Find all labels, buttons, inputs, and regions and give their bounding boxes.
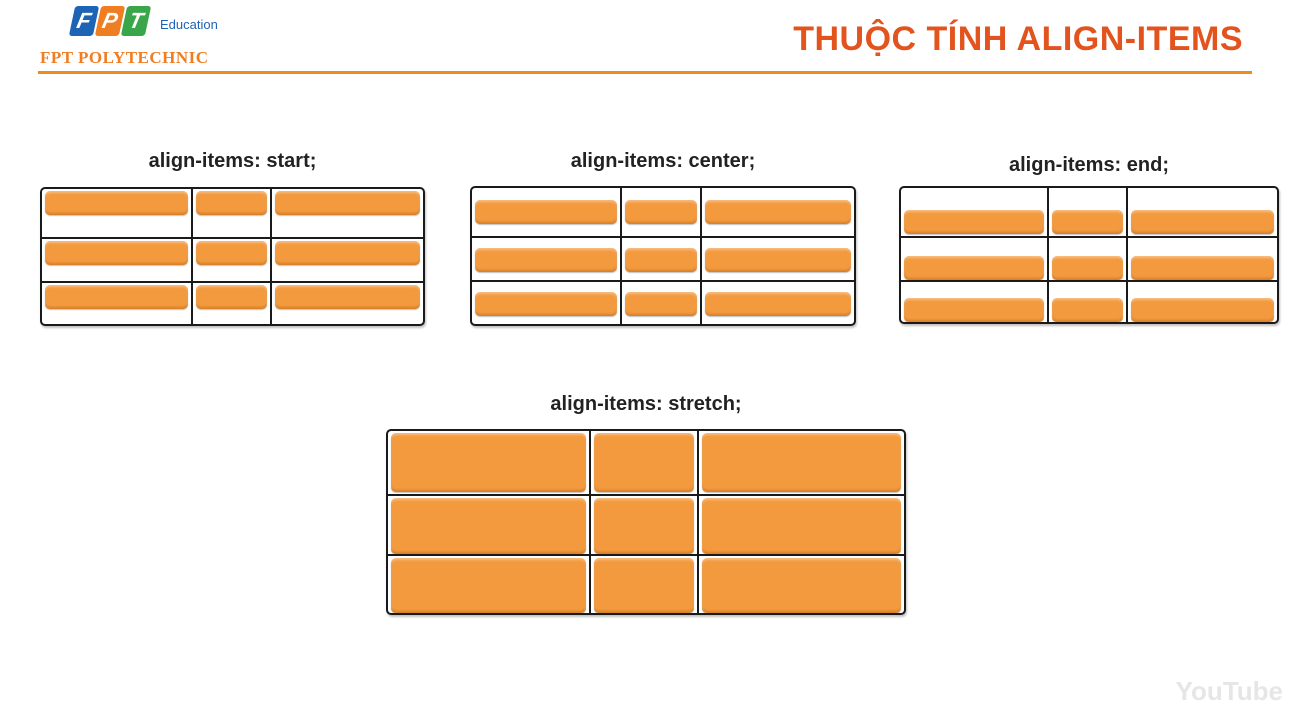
grid-item	[275, 285, 420, 309]
grid-item	[594, 558, 694, 613]
grid-item	[275, 241, 420, 265]
demo-align-end: align-items: end;	[899, 154, 1279, 334]
grid-item	[475, 292, 617, 316]
grid-item	[705, 200, 851, 224]
grid-item	[45, 285, 188, 309]
grid-item	[702, 433, 901, 492]
grid-item	[1131, 210, 1274, 234]
demo-label-start: align-items: start;	[148, 150, 317, 172]
demo-align-center: align-items: center;	[470, 150, 856, 330]
grid-item	[196, 191, 267, 215]
slide-title: THUỘC TÍNH ALIGN-ITEMS	[793, 20, 1243, 58]
grid-item	[391, 433, 586, 492]
logo-education-text: Education	[160, 17, 218, 32]
grid-item	[1052, 256, 1123, 280]
grid-item	[196, 285, 267, 309]
grid-item	[702, 498, 901, 554]
grid-item	[475, 200, 617, 224]
grid-item	[45, 191, 188, 215]
fpt-logo: F P T Education	[68, 6, 218, 36]
demo-grid-center	[470, 186, 856, 326]
grid-item	[702, 558, 901, 613]
grid-item	[1052, 298, 1123, 322]
grid-item	[625, 248, 697, 272]
grid-item	[1131, 256, 1274, 280]
grid-item	[475, 248, 617, 272]
grid-item	[196, 241, 267, 265]
youtube-watermark: YouTube	[1175, 676, 1283, 706]
grid-item	[705, 248, 851, 272]
demo-grid-start	[40, 187, 425, 326]
demo-label-stretch: align-items: stretch;	[550, 393, 742, 415]
logo-letter-t: T	[120, 6, 152, 36]
demo-grid-end	[899, 186, 1279, 324]
grid-item	[391, 558, 586, 613]
grid-item	[594, 498, 694, 554]
demo-label-center: align-items: center;	[570, 150, 756, 172]
header-divider	[38, 71, 1252, 74]
demo-label-end: align-items: end;	[1008, 154, 1169, 176]
grid-item	[45, 241, 188, 265]
demo-align-start: align-items: start;	[40, 150, 425, 330]
grid-item	[904, 210, 1044, 234]
grid-item	[625, 292, 697, 316]
grid-item	[625, 200, 697, 224]
demo-grid-stretch	[386, 429, 906, 615]
grid-item	[904, 256, 1044, 280]
grid-item	[904, 298, 1044, 322]
demo-align-stretch: align-items: stretch;	[386, 393, 906, 618]
school-name: FPT POLYTECHNIC	[40, 48, 209, 67]
grid-item	[594, 433, 694, 492]
grid-item	[1052, 210, 1123, 234]
grid-item	[275, 191, 420, 215]
grid-item	[1131, 298, 1274, 322]
grid-item	[705, 292, 851, 316]
grid-item	[391, 498, 586, 554]
